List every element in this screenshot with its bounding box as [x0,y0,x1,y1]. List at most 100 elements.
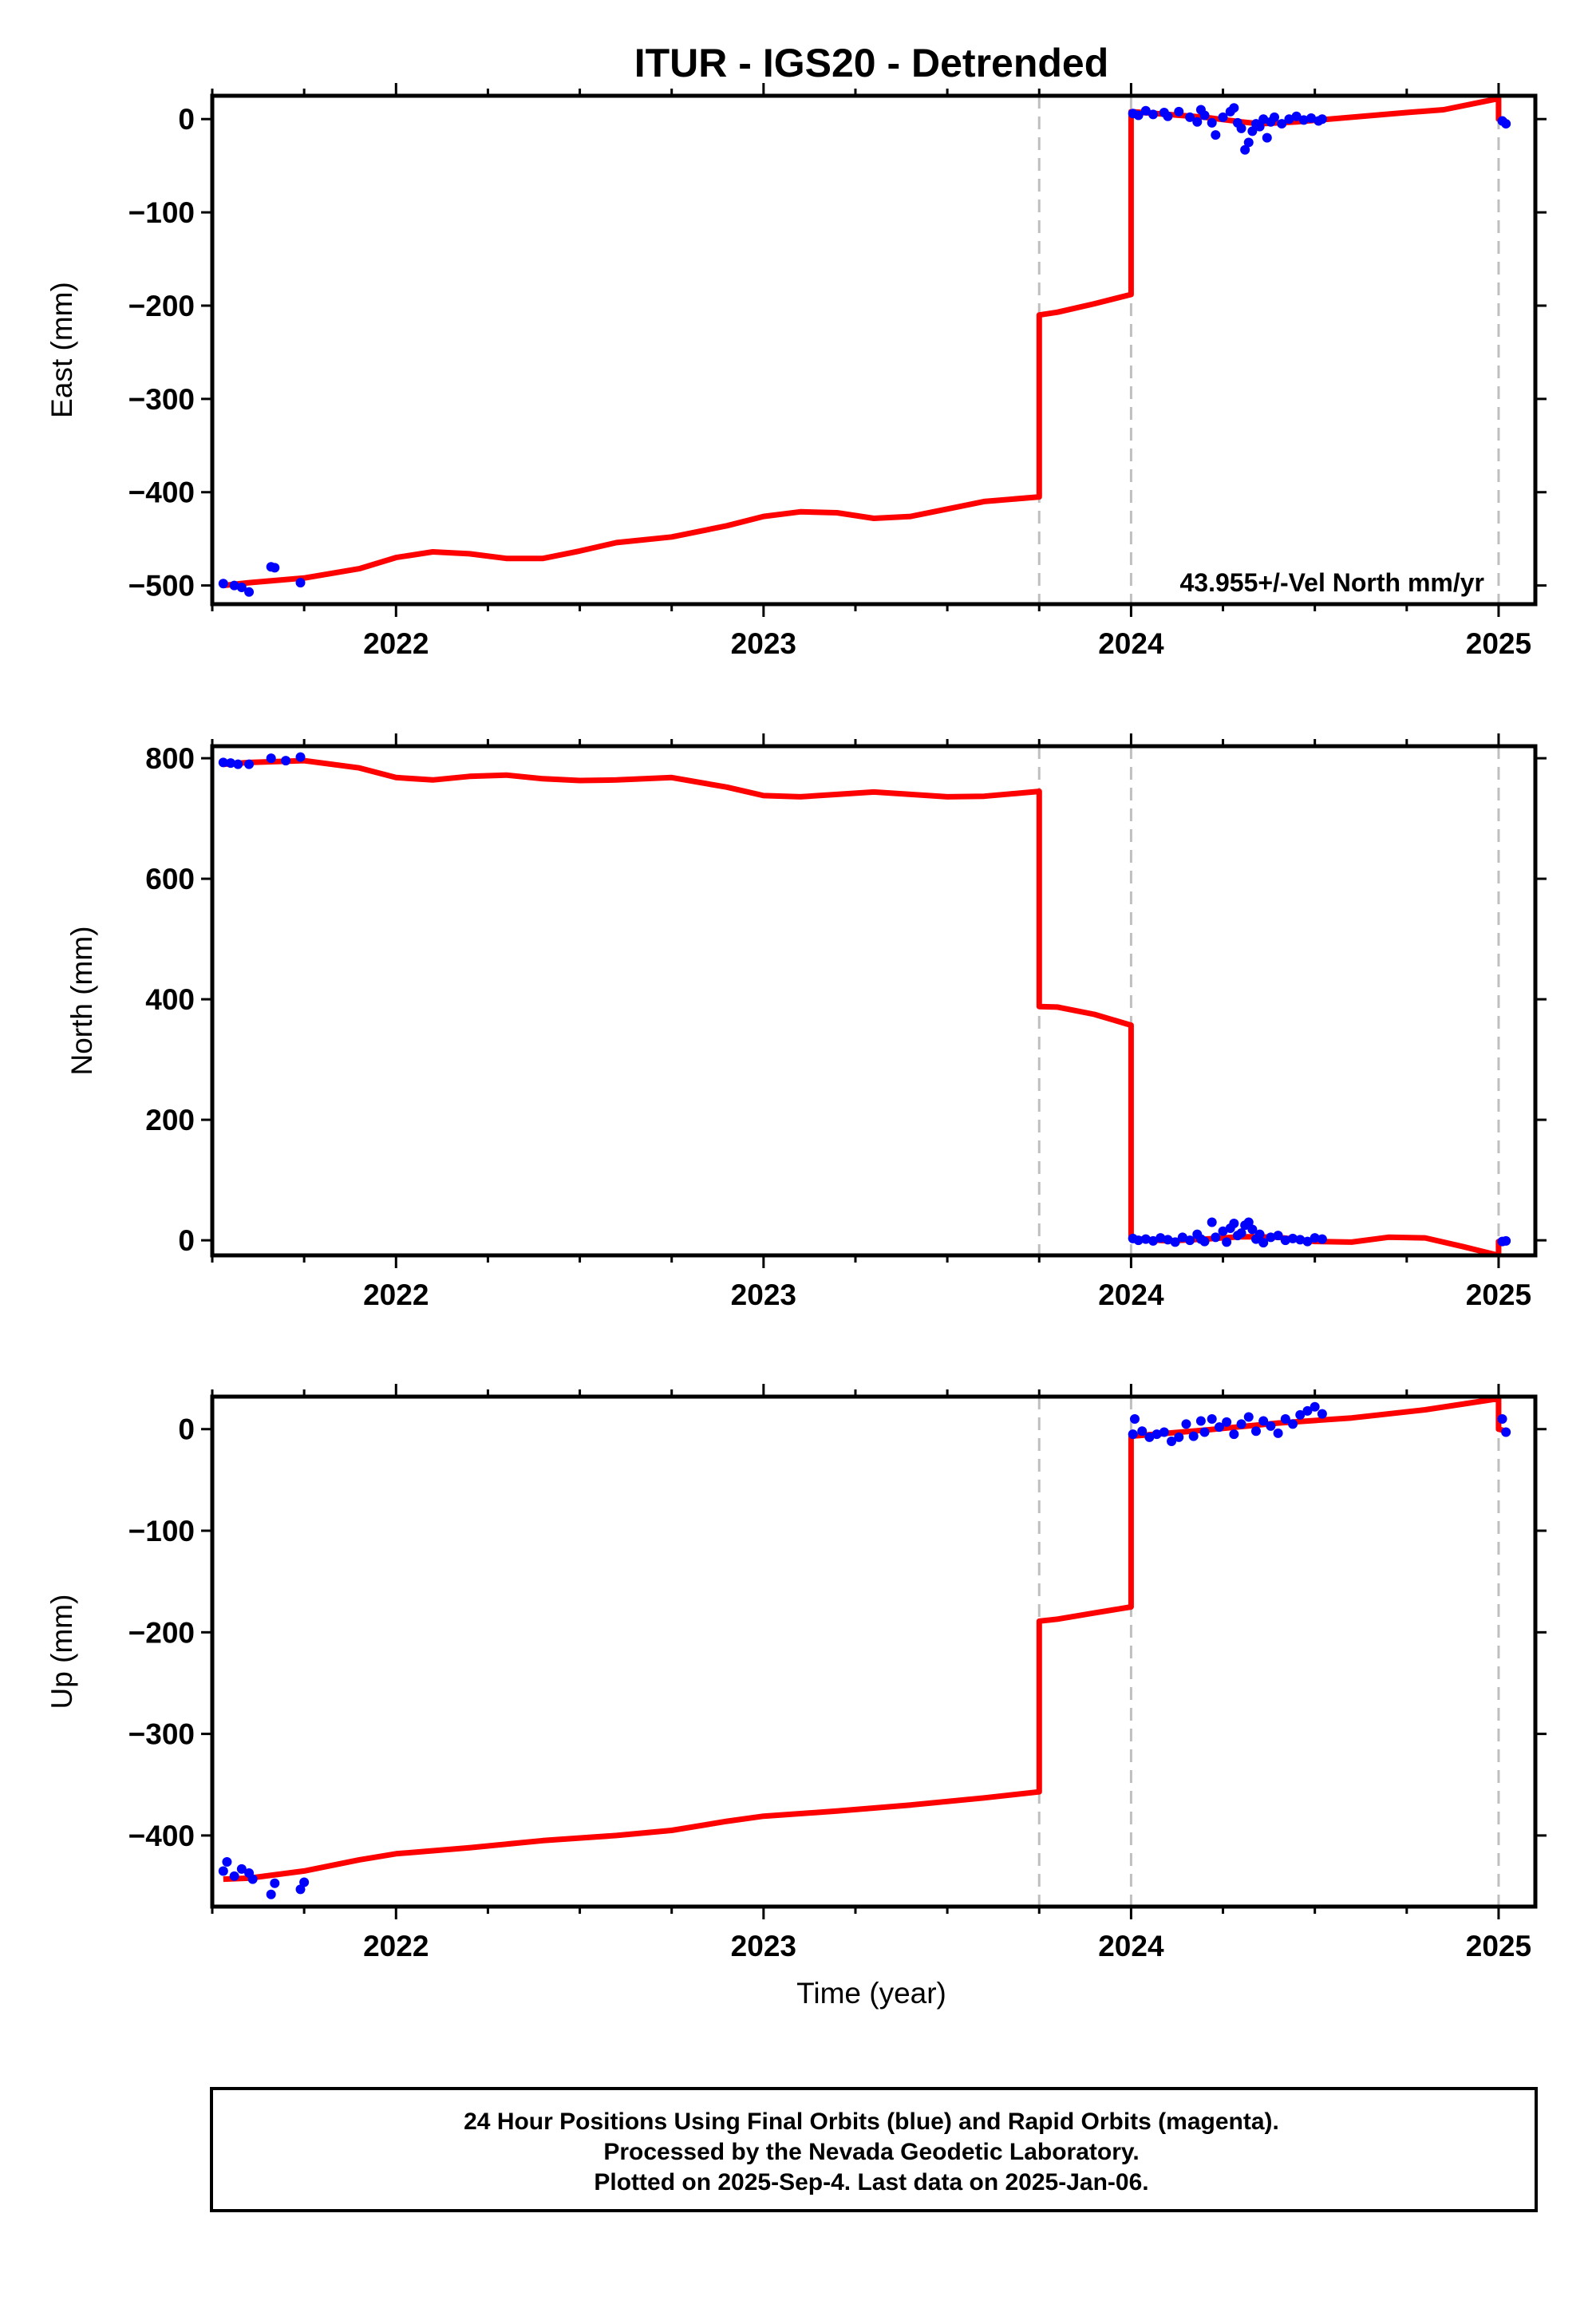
north-data-point [1243,1217,1254,1227]
east-data-point [295,578,306,588]
north-data-point [1280,1235,1290,1246]
up-y-tick-label: −300 [128,1718,195,1751]
up-data-point [1181,1419,1191,1429]
north-data-point [1236,1228,1246,1239]
east-frame [210,93,1538,607]
east-y-tick-label: −400 [128,476,195,509]
north-data-point [1163,1235,1173,1245]
north-data-point [226,758,236,769]
north-data-point [1258,1238,1269,1248]
up-model-line [223,1397,1507,1883]
north-y-tick-label: 600 [145,863,195,895]
up-data-point [1497,1414,1507,1425]
east-y-tick-label: 0 [178,103,195,136]
east-data-point [1229,103,1239,113]
north-data-point [1266,1232,1276,1243]
east-velocity-annotation: 43.955+/-Vel North mm/yr [1179,568,1484,597]
north-data-point [1133,1235,1144,1246]
up-data-point [1317,1409,1327,1419]
up-data-point [1243,1412,1254,1422]
north-data-point [1295,1235,1306,1245]
up-y-axis-label: Up (mm) [45,1595,78,1709]
up-data-point [1214,1422,1224,1433]
east-y-tick-label: −500 [128,570,195,603]
east-data-point [1270,112,1280,122]
north-frame [210,744,1538,1258]
east-data-point [1148,109,1159,120]
north-data-point [1177,1232,1187,1243]
footer-line-1: 24 Hour Positions Using Final Orbits (bl… [464,2109,1279,2135]
east-data-point [1254,121,1265,132]
north-x-tick-label: 2022 [363,1279,429,1311]
up-data-point [1188,1431,1199,1441]
up-data-point [1273,1428,1283,1438]
east-data-point [1163,111,1173,121]
up-data-point [1152,1429,1162,1440]
east-y-axis-label: East (mm) [45,282,78,418]
east-data-point [1258,114,1269,124]
up-frame [210,1394,1538,1909]
east-data-point [236,582,247,592]
north-data-point [1199,1236,1210,1247]
north-y-tick-label: 800 [145,742,195,775]
up-data-point [247,1874,258,1884]
north-y-axis-label: North (mm) [65,926,98,1075]
north-data-point [1222,1237,1232,1247]
north-data-point [1310,1233,1320,1243]
up-data-point [1310,1401,1320,1412]
east-data-point [1317,114,1327,124]
north-data-point [1288,1233,1298,1243]
north-data-point [1254,1229,1265,1239]
east-data-point [1218,112,1228,122]
east-x-tick-label: 2024 [1098,627,1164,660]
up-data-point [1302,1405,1313,1416]
east-data-point [1133,110,1144,121]
north-data-point [1501,1235,1511,1246]
east-data-point [270,563,280,573]
up-data-point [1280,1414,1290,1425]
east-data-point [1185,112,1195,122]
up-data-point [218,1866,228,1876]
east-data-point [1501,119,1511,129]
up-data-point [1236,1419,1246,1429]
east-data-point [1277,119,1287,129]
up-data-point [1501,1427,1511,1437]
east-data-point [1207,117,1217,128]
north-data-point [1207,1217,1217,1227]
east-data-point [1211,130,1221,140]
north-x-tick-label: 2023 [731,1279,796,1311]
north-data-point [1218,1226,1228,1236]
up-panel: 0 −100 −200 −300 −400 2022 2023 2024 2025 Up (mm) [45,1384,1547,1962]
east-data-point [1192,117,1203,127]
north-data-point [281,756,291,766]
north-data-point [1185,1235,1195,1246]
up-data-point [1258,1416,1269,1426]
up-data-point [1137,1426,1148,1437]
up-data-point [1144,1432,1155,1442]
up-y-tick-label: 0 [178,1413,195,1446]
footer-line-2: Processed by the Nevada Geodetic Laborat… [603,2139,1139,2165]
up-data-point [222,1856,232,1867]
up-data-point [1159,1427,1169,1437]
north-panel: 0 200 400 600 800 2022 2023 2024 2025 North (mm) [65,733,1547,1311]
north-data-point [1170,1237,1180,1247]
north-data-point [1317,1234,1327,1244]
up-data-point [1195,1416,1206,1426]
north-data-point [1156,1233,1166,1243]
up-data-point [236,1863,247,1874]
up-data-point [1207,1414,1217,1425]
north-y-tick-label: 200 [145,1104,195,1136]
north-data-point [1140,1234,1151,1244]
north-data-point [1229,1218,1239,1228]
up-x-tick-label: 2025 [1466,1930,1531,1962]
up-data-point [1288,1419,1298,1429]
up-data-point [1128,1429,1138,1440]
up-data-point [1229,1429,1239,1440]
north-x-tick-label: 2025 [1466,1279,1531,1311]
east-data-point [1262,132,1272,143]
up-x-tick-label: 2023 [731,1930,796,1962]
east-data-point [1291,111,1302,121]
up-data-point [266,1889,276,1899]
